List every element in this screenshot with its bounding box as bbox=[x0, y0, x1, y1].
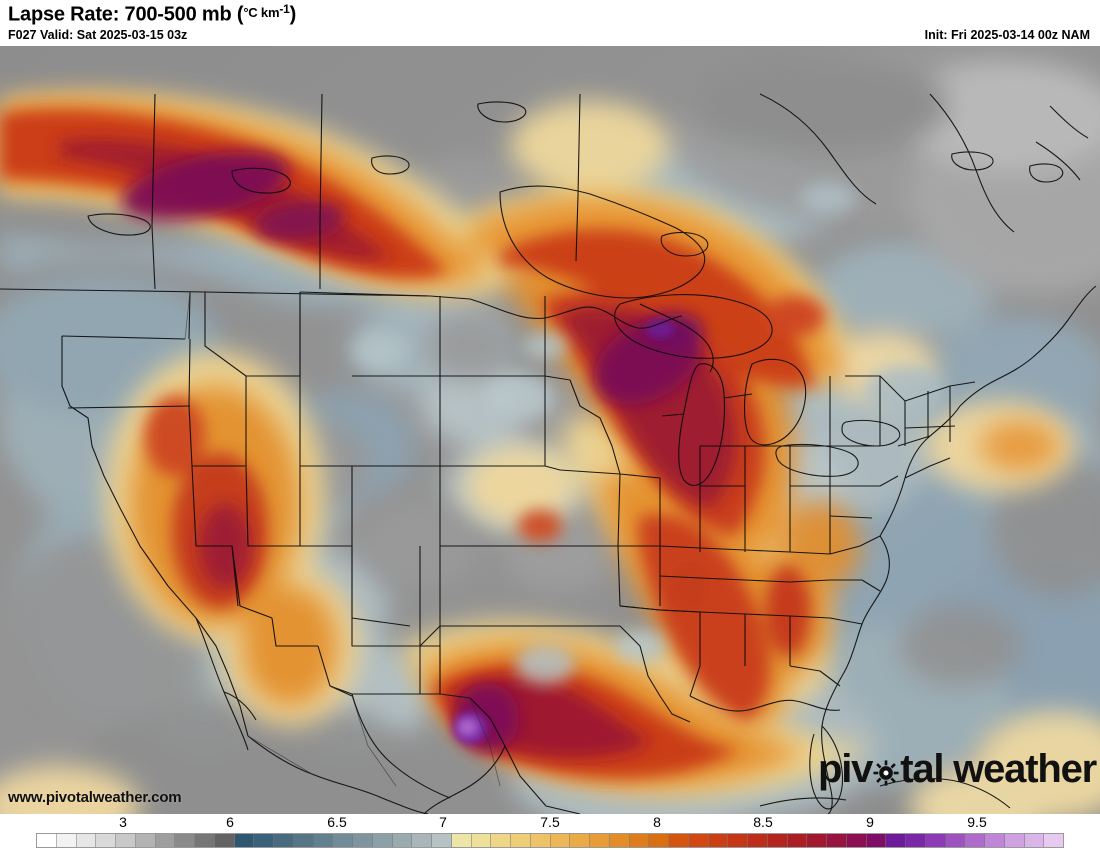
colorbar[interactable]: 3 6 6.5 7 7.5 8 8.5 9 9.5 bbox=[0, 814, 1100, 850]
colorbar-swatch-38 bbox=[787, 834, 808, 847]
colorbar-swatch-29 bbox=[609, 834, 630, 847]
colorbar-swatch-0 bbox=[37, 834, 57, 847]
colorbar-swatch-13 bbox=[293, 834, 314, 847]
colorbar-swatch-21 bbox=[451, 834, 472, 847]
page-title: Lapse Rate: 700-500 mb (°C km-1) bbox=[8, 2, 296, 27]
colorbar-swatch-28 bbox=[590, 834, 610, 847]
map-header: Lapse Rate: 700-500 mb (°C km-1) F027 Va… bbox=[0, 0, 1100, 46]
colorbar-swatch-23 bbox=[491, 834, 511, 847]
colorbar-swatch-24 bbox=[511, 834, 531, 847]
colorbar-swatch-6 bbox=[155, 834, 176, 847]
colorbar-swatch-7 bbox=[175, 834, 195, 847]
colorbar-swatch-17 bbox=[372, 834, 393, 847]
colorbar-swatch-20 bbox=[432, 834, 452, 847]
colorbar-swatch-8 bbox=[195, 834, 215, 847]
lapse-rate-raster bbox=[0, 46, 1100, 814]
forecast-map-canvas[interactable]: www.pivotalweather.com piv bbox=[0, 46, 1100, 814]
colorbar-swatch-31 bbox=[649, 834, 669, 847]
colorbar-swatch-47 bbox=[965, 834, 985, 847]
colorbar-swatch-3 bbox=[96, 834, 116, 847]
site-url-watermark: www.pivotalweather.com bbox=[8, 789, 182, 806]
colorbar-swatch-25 bbox=[530, 834, 551, 847]
colorbar-swatch-26 bbox=[550, 834, 571, 847]
colorbar-swatch-5 bbox=[135, 834, 156, 847]
colorbar-swatch-11 bbox=[254, 834, 274, 847]
colorbar-tick-9.5: 9.5 bbox=[967, 814, 987, 830]
colorbar-swatch-51 bbox=[1044, 834, 1063, 847]
brand-text-part-1: piv bbox=[818, 747, 873, 791]
colorbar-swatch-44 bbox=[906, 834, 926, 847]
colorbar-swatch-50 bbox=[1024, 834, 1045, 847]
colorbar-tick-6: 6 bbox=[226, 814, 234, 830]
colorbar-swatch-42 bbox=[866, 834, 887, 847]
colorbar-swatch-37 bbox=[767, 834, 788, 847]
colorbar-swatch-4 bbox=[116, 834, 136, 847]
colorbar-swatch-45 bbox=[925, 834, 946, 847]
colorbar-swatch-40 bbox=[827, 834, 847, 847]
colorbar-swatch-35 bbox=[728, 834, 748, 847]
colorbar-swatch-18 bbox=[392, 834, 413, 847]
colorbar-swatch-19 bbox=[412, 834, 432, 847]
colorbar-swatch-30 bbox=[629, 834, 650, 847]
colorbar-swatch-49 bbox=[1004, 834, 1025, 847]
colorbar-swatch-36 bbox=[748, 834, 768, 847]
colorbar-swatch-39 bbox=[807, 834, 827, 847]
colorbar-swatch-2 bbox=[76, 834, 97, 847]
colorbar-swatch-46 bbox=[945, 834, 966, 847]
title-close-paren: ) bbox=[289, 3, 297, 26]
political-borders bbox=[0, 93, 1097, 814]
colorbar-swatch-33 bbox=[688, 834, 709, 847]
colorbar-swatch-1 bbox=[56, 834, 77, 847]
colorbar-tick-6.5: 6.5 bbox=[327, 814, 347, 830]
colorbar-swatch-9 bbox=[214, 834, 235, 847]
colorbar-swatch-41 bbox=[846, 834, 867, 847]
colorbar-swatch-27 bbox=[570, 834, 590, 847]
colorbar-tick-labels: 3 6 6.5 7 7.5 8 8.5 9 9.5 bbox=[0, 814, 1100, 832]
colorbar-tick-8.5: 8.5 bbox=[753, 814, 773, 830]
brand-text-part-2: tal weather bbox=[900, 747, 1097, 791]
colorbar-swatch-15 bbox=[333, 834, 353, 847]
colorbar-gradient-strip[interactable] bbox=[36, 833, 1064, 848]
colorbar-swatch-10 bbox=[234, 834, 255, 847]
colorbar-tick-8: 8 bbox=[653, 814, 661, 830]
colorbar-swatch-32 bbox=[669, 834, 689, 847]
title-units: °C km bbox=[243, 4, 280, 20]
secondary-borders bbox=[184, 291, 501, 787]
colorbar-tick-7.5: 7.5 bbox=[540, 814, 560, 830]
gear-sun-icon bbox=[873, 759, 899, 786]
colorbar-swatch-16 bbox=[353, 834, 373, 847]
colorbar-swatch-43 bbox=[886, 834, 906, 847]
colorbar-tick-9: 9 bbox=[866, 814, 874, 830]
colorbar-tick-3: 3 bbox=[119, 814, 127, 830]
colorbar-swatch-14 bbox=[313, 834, 334, 847]
title-main-text: Lapse Rate: 700-500 mb ( bbox=[8, 3, 244, 26]
init-time-label: Init: Fri 2025-03-14 00z NAM bbox=[924, 28, 1090, 42]
colorbar-swatch-34 bbox=[708, 834, 729, 847]
title-units-exponent: -1 bbox=[279, 2, 290, 16]
colorbar-swatch-12 bbox=[274, 834, 294, 847]
colorbar-swatch-22 bbox=[471, 834, 492, 847]
pivotal-weather-watermark: piv bbox=[818, 747, 1097, 792]
valid-time-label: F027 Valid: Sat 2025-03-15 03z bbox=[8, 28, 188, 42]
colorbar-tick-7: 7 bbox=[439, 814, 447, 830]
colorbar-swatch-48 bbox=[985, 834, 1005, 847]
